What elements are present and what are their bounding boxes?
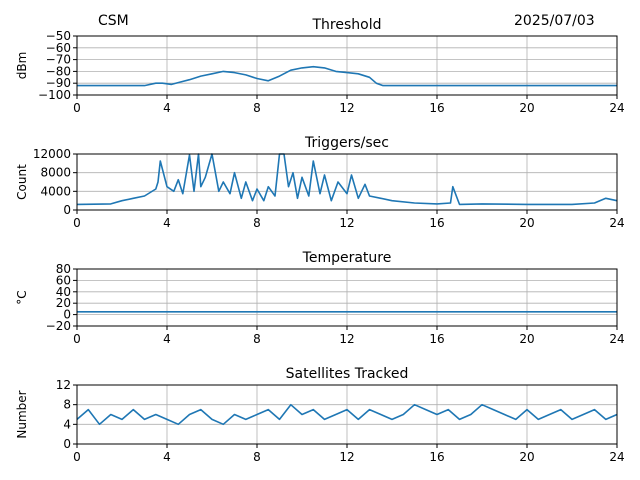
y-tick-label: 8 <box>63 398 71 412</box>
x-tick-label: 24 <box>609 216 624 230</box>
y-tick-label: 4000 <box>40 184 71 198</box>
y-tick-label: 20 <box>56 296 71 310</box>
y-tick-label: −80 <box>46 64 71 78</box>
y-tick-label: −50 <box>46 29 71 43</box>
y-tick-label: 0 <box>63 437 71 451</box>
x-tick-label: 0 <box>73 101 81 115</box>
x-tick-label: 8 <box>253 332 261 346</box>
x-tick-label: 12 <box>339 450 354 464</box>
header-date-label: 2025/07/03 <box>514 13 595 29</box>
x-tick-label: 24 <box>609 332 624 346</box>
x-tick-label: 8 <box>253 216 261 230</box>
chart-panel-1: Threshold 0 4 8 12 16 20 24 −100−90−80−70−60−50 d… <box>15 17 625 115</box>
y-tick-label: −100 <box>38 88 71 102</box>
y-tick-label: 0 <box>63 203 71 217</box>
y-tick-label: 0 <box>63 308 71 322</box>
chart-title: Threshold <box>312 17 382 33</box>
y-tick-label: −70 <box>46 53 71 67</box>
chart-panel-4: Satellites Tracked 0 4 8 12 16 20 24 0 4 8 12 Number <box>15 366 625 464</box>
chart-title: Satellites Tracked <box>286 366 409 382</box>
x-tick-label: 4 <box>163 332 171 346</box>
x-tick-label: 16 <box>429 216 444 230</box>
series-line <box>77 65 617 87</box>
y-tick-label: 40 <box>56 285 71 299</box>
x-tick-label: 20 <box>519 216 534 230</box>
x-tick-label: 20 <box>519 450 534 464</box>
x-tick-label: 8 <box>253 450 261 464</box>
y-tick-label: −60 <box>46 41 71 55</box>
series-line <box>76 403 618 426</box>
chart-panel-2: Triggers/sec 0 4 8 12 16 20 24 0 4000 8000 12000 Cou… <box>15 135 625 230</box>
chart-title: Temperature <box>302 250 392 266</box>
x-tick-label: 4 <box>163 450 171 464</box>
x-tick-label: 0 <box>73 216 81 230</box>
y-axis-label: °C <box>15 290 29 304</box>
y-axis-label: Number <box>15 390 29 438</box>
x-tick-label: 16 <box>429 101 444 115</box>
x-tick-label: 4 <box>163 101 171 115</box>
y-axis-label: Count <box>15 164 29 200</box>
y-tick-label: 8000 <box>40 166 71 180</box>
x-tick-label: 12 <box>339 101 354 115</box>
x-tick-label: 12 <box>339 332 354 346</box>
y-tick-label: −20 <box>46 319 71 333</box>
x-tick-label: 24 <box>609 450 624 464</box>
x-tick-label: 12 <box>339 216 354 230</box>
y-tick-label: 12 <box>56 378 71 392</box>
chart-title: Triggers/sec <box>304 135 389 151</box>
y-tick-label: 12000 <box>33 147 71 161</box>
x-tick-label: 8 <box>253 101 261 115</box>
header-left-label: CSM <box>98 13 129 29</box>
y-tick-label: 80 <box>56 262 71 276</box>
x-tick-label: 4 <box>163 216 171 230</box>
x-tick-label: 20 <box>519 101 534 115</box>
x-tick-label: 0 <box>73 450 81 464</box>
x-tick-label: 20 <box>519 332 534 346</box>
x-tick-label: 24 <box>609 101 624 115</box>
x-tick-label: 16 <box>429 450 444 464</box>
x-tick-label: 0 <box>73 332 81 346</box>
y-tick-label: 60 <box>56 273 71 287</box>
y-tick-label: 4 <box>63 417 71 431</box>
y-tick-label: −90 <box>46 76 71 90</box>
y-axis-label: dBm <box>15 52 29 80</box>
x-tick-label: 16 <box>429 332 444 346</box>
